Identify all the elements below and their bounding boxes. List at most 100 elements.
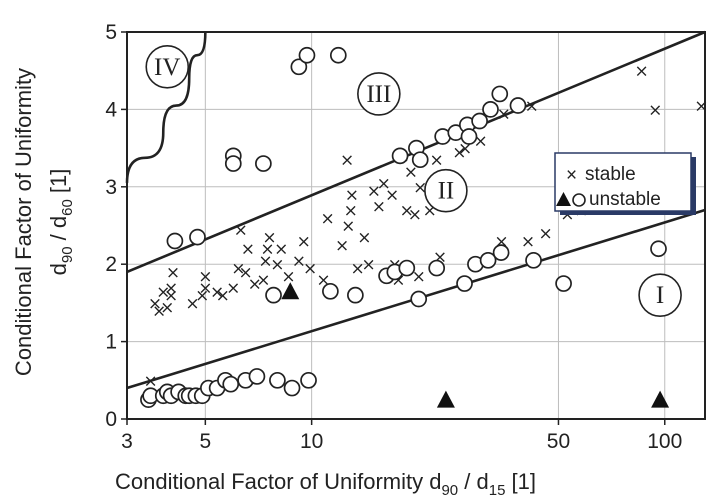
stable-point: × <box>262 228 276 248</box>
unstable-circle-point <box>248 368 266 385</box>
unstable-triangle-point <box>651 390 670 408</box>
unstable-circle-point <box>428 259 446 277</box>
x-axis-label-sub1: 90 <box>441 482 458 499</box>
stable-point: × <box>231 259 245 279</box>
unstable-circle-point <box>471 112 488 130</box>
stable-point: × <box>372 197 386 217</box>
stable-point: × <box>303 259 317 279</box>
stable-point: × <box>226 278 240 298</box>
region-circle <box>638 273 682 317</box>
unstable-circle-point <box>166 232 184 250</box>
stable-point: × <box>694 97 708 117</box>
stable-point: × <box>144 371 158 391</box>
region-circle <box>145 45 190 89</box>
stable-point: × <box>256 271 270 291</box>
region-label: I <box>656 282 664 309</box>
unstable-circle-point <box>329 46 347 64</box>
x-axis-ticks: 3 5 10 50 100 <box>121 419 682 453</box>
x-axis-label-main: Conditional Factor of Uniformity d <box>115 469 441 494</box>
unstable-circle-point <box>509 97 527 114</box>
stable-point: × <box>385 186 399 206</box>
unstable-circle-point <box>290 58 308 76</box>
x-tick-label: 100 <box>647 430 682 453</box>
stable-point: × <box>335 236 349 256</box>
unstable-circle-point <box>265 286 282 304</box>
unstable-circle-point <box>391 147 409 165</box>
stable-point: × <box>234 220 248 240</box>
x-axis-label-mid: / d <box>458 469 489 494</box>
stable-point: × <box>321 209 335 229</box>
stable-point: × <box>195 286 209 306</box>
x-axis-label-sub2: 15 <box>489 482 506 499</box>
stable-point: × <box>198 267 212 287</box>
stable-point: × <box>361 255 375 275</box>
unstable-circle-point <box>482 101 499 118</box>
stable-point: × <box>452 143 466 163</box>
stable-point: × <box>241 240 255 260</box>
legend-unstable-triangle-marker <box>556 192 571 206</box>
unstable-circle-point <box>492 244 510 261</box>
unstable-circle-point <box>298 46 316 64</box>
y-tick-label: 5 <box>105 21 117 44</box>
stable-point: × <box>166 263 180 283</box>
unstable-circle-point <box>189 228 206 246</box>
stable-point: × <box>367 182 381 202</box>
stable-point: × <box>340 151 354 171</box>
x-tick-label: 5 <box>199 430 211 453</box>
unstable-circle-point <box>525 251 542 269</box>
y-tick-label: 1 <box>105 331 117 354</box>
boundary-line <box>125 31 207 183</box>
stable-point: × <box>238 263 252 283</box>
y-tick-label: 0 <box>105 408 117 431</box>
y-tick-label: 3 <box>105 176 117 199</box>
unstable-circle-point <box>411 151 429 169</box>
data-points: ××××××××××××××××××××××××××××××××××××××××… <box>140 46 709 408</box>
x-tick-label: 10 <box>300 430 323 453</box>
stable-point: × <box>400 201 414 221</box>
stable-point: × <box>497 104 511 124</box>
region-circle <box>424 168 468 213</box>
unstable-circle-point <box>398 259 416 277</box>
stable-point: × <box>357 228 371 248</box>
plot-area-frame <box>126 31 706 420</box>
unstable-circle-point <box>555 275 572 292</box>
stable-point: × <box>341 217 355 237</box>
unstable-circle-point <box>456 275 473 292</box>
stable-point: × <box>297 232 311 252</box>
stable-point: × <box>160 298 174 318</box>
stable-point: × <box>260 240 274 260</box>
unstable-circle-point <box>347 286 364 304</box>
stable-point: × <box>281 267 295 287</box>
unstable-triangle-point <box>281 282 300 300</box>
legend: × stable unstable <box>554 152 696 215</box>
stable-point: × <box>412 267 426 287</box>
y-axis-ticks: 0 1 2 3 4 5 <box>105 21 127 431</box>
region-circle <box>357 72 401 116</box>
stable-point: × <box>270 255 284 275</box>
stable-point: × <box>248 275 262 295</box>
stable-point: × <box>274 240 288 260</box>
y-axis-inner-label-a: d <box>46 263 71 275</box>
y-axis-inner-sub-a: 90 <box>59 246 76 263</box>
unstable-circle-point <box>283 379 301 397</box>
region-label: III <box>366 81 391 108</box>
legend-stable-label: stable <box>585 164 636 185</box>
unstable-circle-point <box>322 282 339 300</box>
stable-point: × <box>292 251 306 271</box>
stable-point: × <box>539 224 553 244</box>
legend-unstable-circle-marker <box>572 193 586 207</box>
stable-point: × <box>258 251 272 271</box>
unstable-circle-point <box>491 85 509 103</box>
stable-point: × <box>404 162 418 182</box>
stable-point: × <box>430 151 444 171</box>
stable-point: × <box>344 201 358 221</box>
unstable-circle-point <box>222 375 240 393</box>
y-tick-label: 2 <box>105 253 117 276</box>
stable-point: × <box>521 232 535 252</box>
stable-point: × <box>198 278 212 298</box>
unstable-circle-point <box>269 371 286 389</box>
stable-point: × <box>648 100 662 120</box>
stable-point: × <box>185 294 199 314</box>
x-axis-label: Conditional Factor of Uniformity d90 / d… <box>115 469 536 499</box>
